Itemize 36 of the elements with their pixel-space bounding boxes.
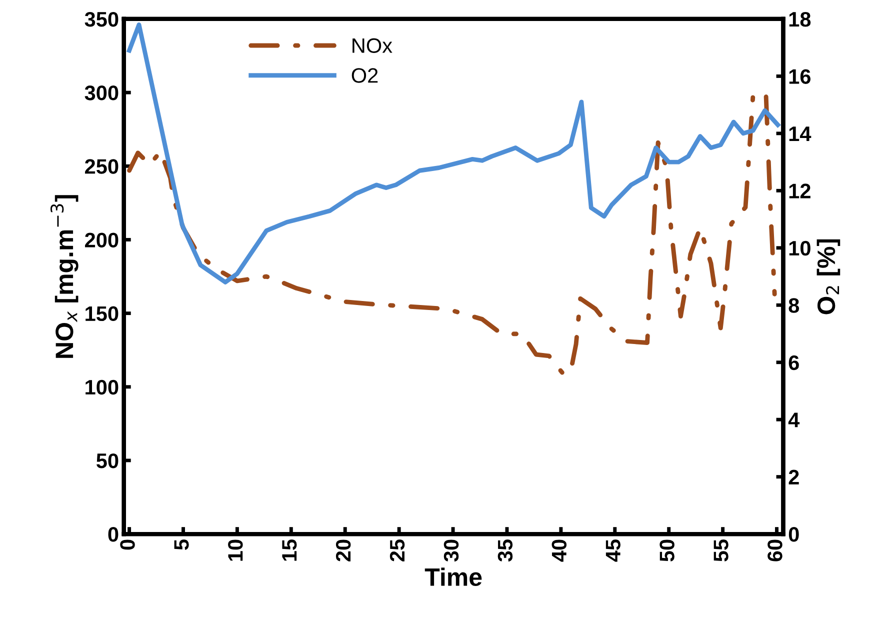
y2-tick-label: 4 (788, 412, 800, 428)
legend-label: NOx (352, 38, 392, 54)
y-tick-label: 250 (85, 159, 118, 174)
x-tick-label: 40 (552, 540, 567, 562)
line-series (127, 92, 777, 378)
y-tick-label: 150 (86, 306, 118, 322)
y2-tick-label: 12 (789, 184, 810, 198)
y2-tick-label: 8 (788, 298, 800, 313)
x-tick-label: 30 (444, 540, 459, 562)
line-series (127, 22, 780, 284)
x-tick-label: 20 (336, 540, 351, 562)
y2-tick-label: 18 (789, 12, 811, 27)
y2-tick-label: 2 (788, 470, 799, 484)
x-tick-label: 60 (768, 540, 782, 562)
y2-tick-label: 16 (789, 69, 811, 84)
legend-label: O2 (352, 68, 378, 83)
x-tick-label: 5 (174, 539, 189, 550)
x-tick-label: 25 (390, 539, 405, 562)
y2-tick-label: 14 (789, 126, 812, 141)
x-tick-label: 50 (660, 540, 674, 562)
y-tick-label: 300 (84, 86, 118, 100)
x-tick-label: 15 (282, 539, 297, 561)
x-tick-label: 10 (228, 540, 243, 561)
x-tick-label: 45 (606, 539, 620, 562)
y-tick-label: 50 (96, 453, 118, 468)
x-tick-label: 0 (120, 540, 135, 550)
y-tick-label: 100 (86, 380, 118, 395)
y2-axis-title: O$_{2}$ [%] (816, 239, 840, 314)
x-tick-label: 35 (498, 539, 513, 562)
y-tick-label: 350 (84, 12, 118, 27)
y-axis-title: NO$_{x}$ [mg.m$^{−3}$] (50, 195, 78, 358)
x-axis-title: Time (424, 568, 482, 586)
y2-tick-label: 6 (788, 355, 799, 370)
x-tick-label: 55 (714, 539, 728, 562)
y-tick-label: 200 (85, 232, 118, 248)
y2-tick-label: 10 (789, 240, 810, 256)
